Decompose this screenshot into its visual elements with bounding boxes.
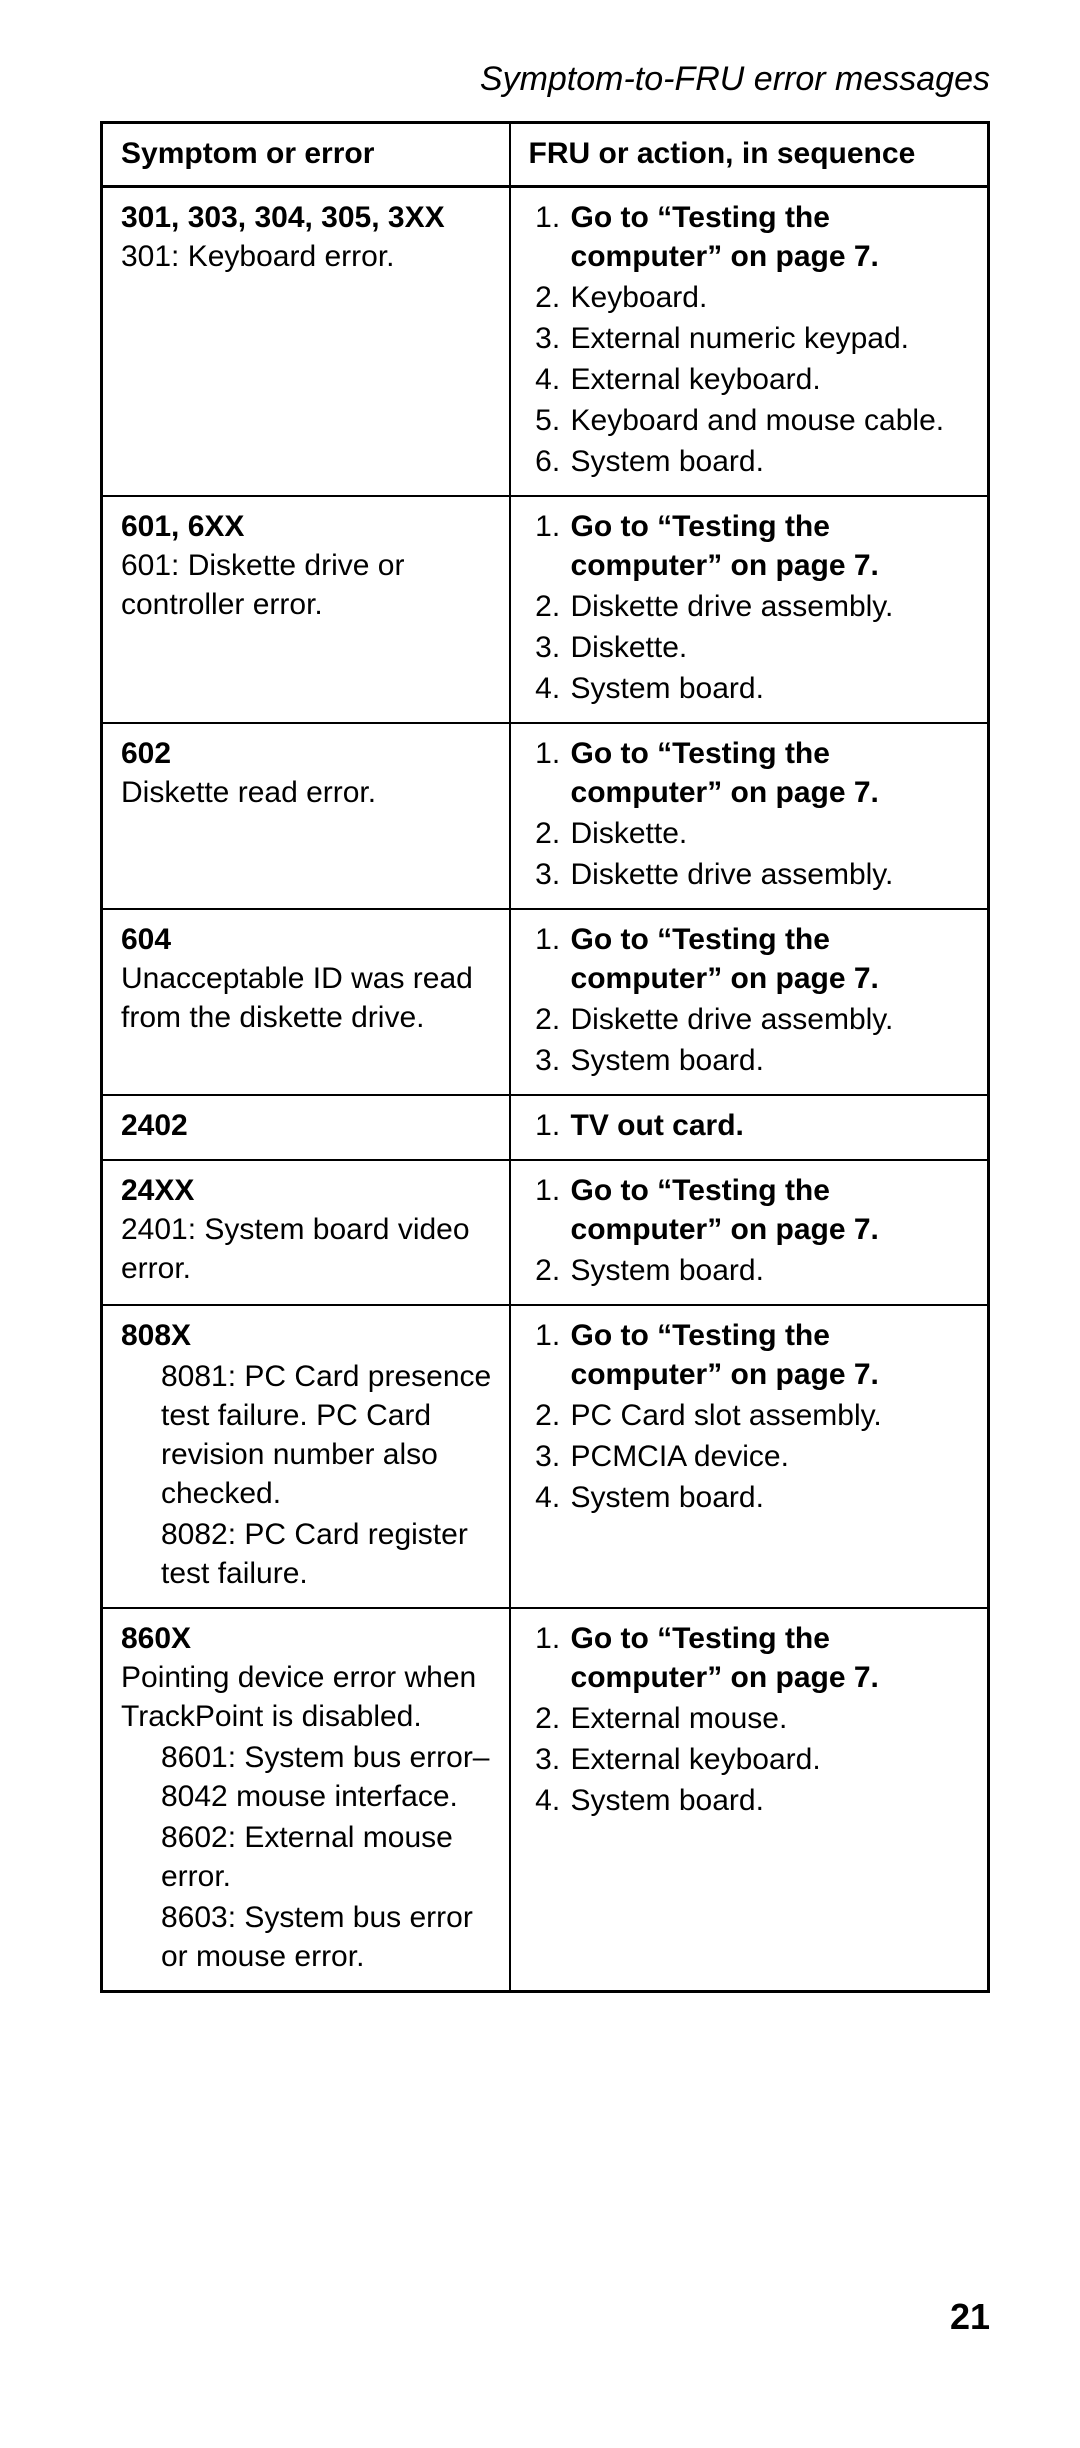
action-list: Go to “Testing the computer” on page 7. E… (529, 1619, 973, 1820)
action-item: PC Card slot assembly. (569, 1396, 973, 1435)
symptom-cell: 808X8081: PC Card presence test failure.… (102, 1305, 510, 1608)
symptom-code: 2402 (121, 1106, 495, 1145)
action-item: Diskette. (569, 628, 973, 667)
symptom-subitem: 8602: External mouse error. (161, 1818, 495, 1896)
action-item: System board. (569, 1041, 973, 1080)
table-row: 601, 6XX601: Diskette drive or controlle… (102, 496, 989, 723)
table-header-row: Symptom or error FRU or action, in seque… (102, 123, 989, 187)
action-list: Go to “Testing the computer” on page 7. K… (529, 198, 973, 481)
action-list: TV out card. (529, 1106, 973, 1145)
symptom-code: 860X (121, 1619, 495, 1658)
symptom-desc: 301: Keyboard error. (121, 237, 495, 276)
action-cell: TV out card. (510, 1095, 989, 1160)
table-row: 602Diskette read error.Go to “Testing th… (102, 723, 989, 909)
symptom-sublist: 8081: PC Card presence test failure. PC … (121, 1357, 495, 1593)
action-list: Go to “Testing the computer” on page 7. D… (529, 920, 973, 1080)
action-item: Go to “Testing the computer” on page 7. (569, 198, 973, 276)
action-item: TV out card. (569, 1106, 973, 1145)
symptom-cell: 24XX2401: System board video error. (102, 1160, 510, 1305)
action-item: System board. (569, 1478, 973, 1517)
symptom-cell: 602Diskette read error. (102, 723, 510, 909)
action-item: Diskette. (569, 814, 973, 853)
action-cell: Go to “Testing the computer” on page 7. K… (510, 187, 989, 497)
table-row: 860XPointing device error when TrackPoin… (102, 1608, 989, 1992)
action-item: Diskette drive assembly. (569, 587, 973, 626)
action-list: Go to “Testing the computer” on page 7. D… (529, 507, 973, 708)
symptom-code: 24XX (121, 1171, 495, 1210)
symptom-cell: 2402 (102, 1095, 510, 1160)
action-list: Go to “Testing the computer” on page 7. P… (529, 1316, 973, 1517)
action-item: Keyboard and mouse cable. (569, 401, 973, 440)
fru-table: Symptom or error FRU or action, in seque… (100, 121, 990, 1993)
action-item: System board. (569, 669, 973, 708)
symptom-subitem: 8081: PC Card presence test failure. PC … (161, 1357, 495, 1513)
action-item: Go to “Testing the computer” on page 7. (569, 734, 973, 812)
action-text: Go to “Testing the computer” on page 7. (571, 510, 879, 582)
action-text: Go to “Testing the computer” on page 7. (571, 923, 879, 995)
symptom-code: 602 (121, 734, 495, 773)
action-list: Go to “Testing the computer” on page 7. S… (529, 1171, 973, 1290)
table-row: 301, 303, 304, 305, 3XX301: Keyboard err… (102, 187, 989, 497)
page-title: Symptom-to-FRU error messages (100, 60, 990, 99)
symptom-code: 601, 6XX (121, 507, 495, 546)
action-item: PCMCIA device. (569, 1437, 973, 1476)
symptom-cell: 860XPointing device error when TrackPoin… (102, 1608, 510, 1992)
table-row: 24XX2401: System board video error.Go to… (102, 1160, 989, 1305)
action-item: System board. (569, 442, 973, 481)
action-item: External mouse. (569, 1699, 973, 1738)
action-item: Go to “Testing the computer” on page 7. (569, 920, 973, 998)
symptom-subitem: 8601: System bus error–8042 mouse interf… (161, 1738, 495, 1816)
symptom-desc: Diskette read error. (121, 773, 495, 812)
symptom-subitem: 8082: PC Card register test failure. (161, 1515, 495, 1593)
action-text: Go to “Testing the computer” on page 7. (571, 1319, 879, 1391)
action-cell: Go to “Testing the computer” on page 7. P… (510, 1305, 989, 1608)
action-item: Go to “Testing the computer” on page 7. (569, 507, 973, 585)
action-list: Go to “Testing the computer” on page 7. D… (529, 734, 973, 894)
symptom-cell: 301, 303, 304, 305, 3XX301: Keyboard err… (102, 187, 510, 497)
action-item: System board. (569, 1781, 973, 1820)
symptom-cell: 604Unacceptable ID was read from the dis… (102, 909, 510, 1095)
page: Symptom-to-FRU error messages Symptom or… (0, 0, 1080, 1993)
action-text: Go to “Testing the computer” on page 7. (571, 1174, 879, 1246)
symptom-subitem: 8603: System bus error or mouse error. (161, 1898, 495, 1976)
symptom-code: 808X (121, 1316, 495, 1355)
header-action: FRU or action, in sequence (510, 123, 989, 187)
action-item: External keyboard. (569, 360, 973, 399)
symptom-code: 604 (121, 920, 495, 959)
action-cell: Go to “Testing the computer” on page 7. D… (510, 723, 989, 909)
action-item: System board. (569, 1251, 973, 1290)
symptom-desc: 2401: System board video error. (121, 1210, 495, 1288)
table-body: 301, 303, 304, 305, 3XX301: Keyboard err… (102, 187, 989, 1992)
symptom-code: 301, 303, 304, 305, 3XX (121, 198, 495, 237)
action-item: Diskette drive assembly. (569, 1000, 973, 1039)
page-number: 21 (950, 2296, 990, 2338)
action-item: External numeric keypad. (569, 319, 973, 358)
action-item: External keyboard. (569, 1740, 973, 1779)
table-row: 808X8081: PC Card presence test failure.… (102, 1305, 989, 1608)
action-item: Keyboard. (569, 278, 973, 317)
action-item: Go to “Testing the computer” on page 7. (569, 1316, 973, 1394)
action-text: Go to “Testing the computer” on page 7. (571, 201, 879, 273)
action-text: Go to “Testing the computer” on page 7. (571, 1622, 879, 1694)
symptom-desc: 601: Diskette drive or controller error. (121, 546, 495, 624)
action-cell: Go to “Testing the computer” on page 7. D… (510, 909, 989, 1095)
symptom-desc: Unacceptable ID was read from the disket… (121, 959, 495, 1037)
header-symptom: Symptom or error (102, 123, 510, 187)
action-cell: Go to “Testing the computer” on page 7. E… (510, 1608, 989, 1992)
action-text: Go to “Testing the computer” on page 7. (571, 737, 879, 809)
table-row: 2402 TV out card. (102, 1095, 989, 1160)
symptom-desc: Pointing device error when TrackPoint is… (121, 1658, 495, 1736)
action-item: Go to “Testing the computer” on page 7. (569, 1619, 973, 1697)
action-cell: Go to “Testing the computer” on page 7. D… (510, 496, 989, 723)
action-item: Diskette drive assembly. (569, 855, 973, 894)
action-text: TV out card. (571, 1109, 744, 1142)
action-cell: Go to “Testing the computer” on page 7. S… (510, 1160, 989, 1305)
action-item: Go to “Testing the computer” on page 7. (569, 1171, 973, 1249)
table-row: 604Unacceptable ID was read from the dis… (102, 909, 989, 1095)
symptom-cell: 601, 6XX601: Diskette drive or controlle… (102, 496, 510, 723)
symptom-sublist: 8601: System bus error–8042 mouse interf… (121, 1738, 495, 1976)
